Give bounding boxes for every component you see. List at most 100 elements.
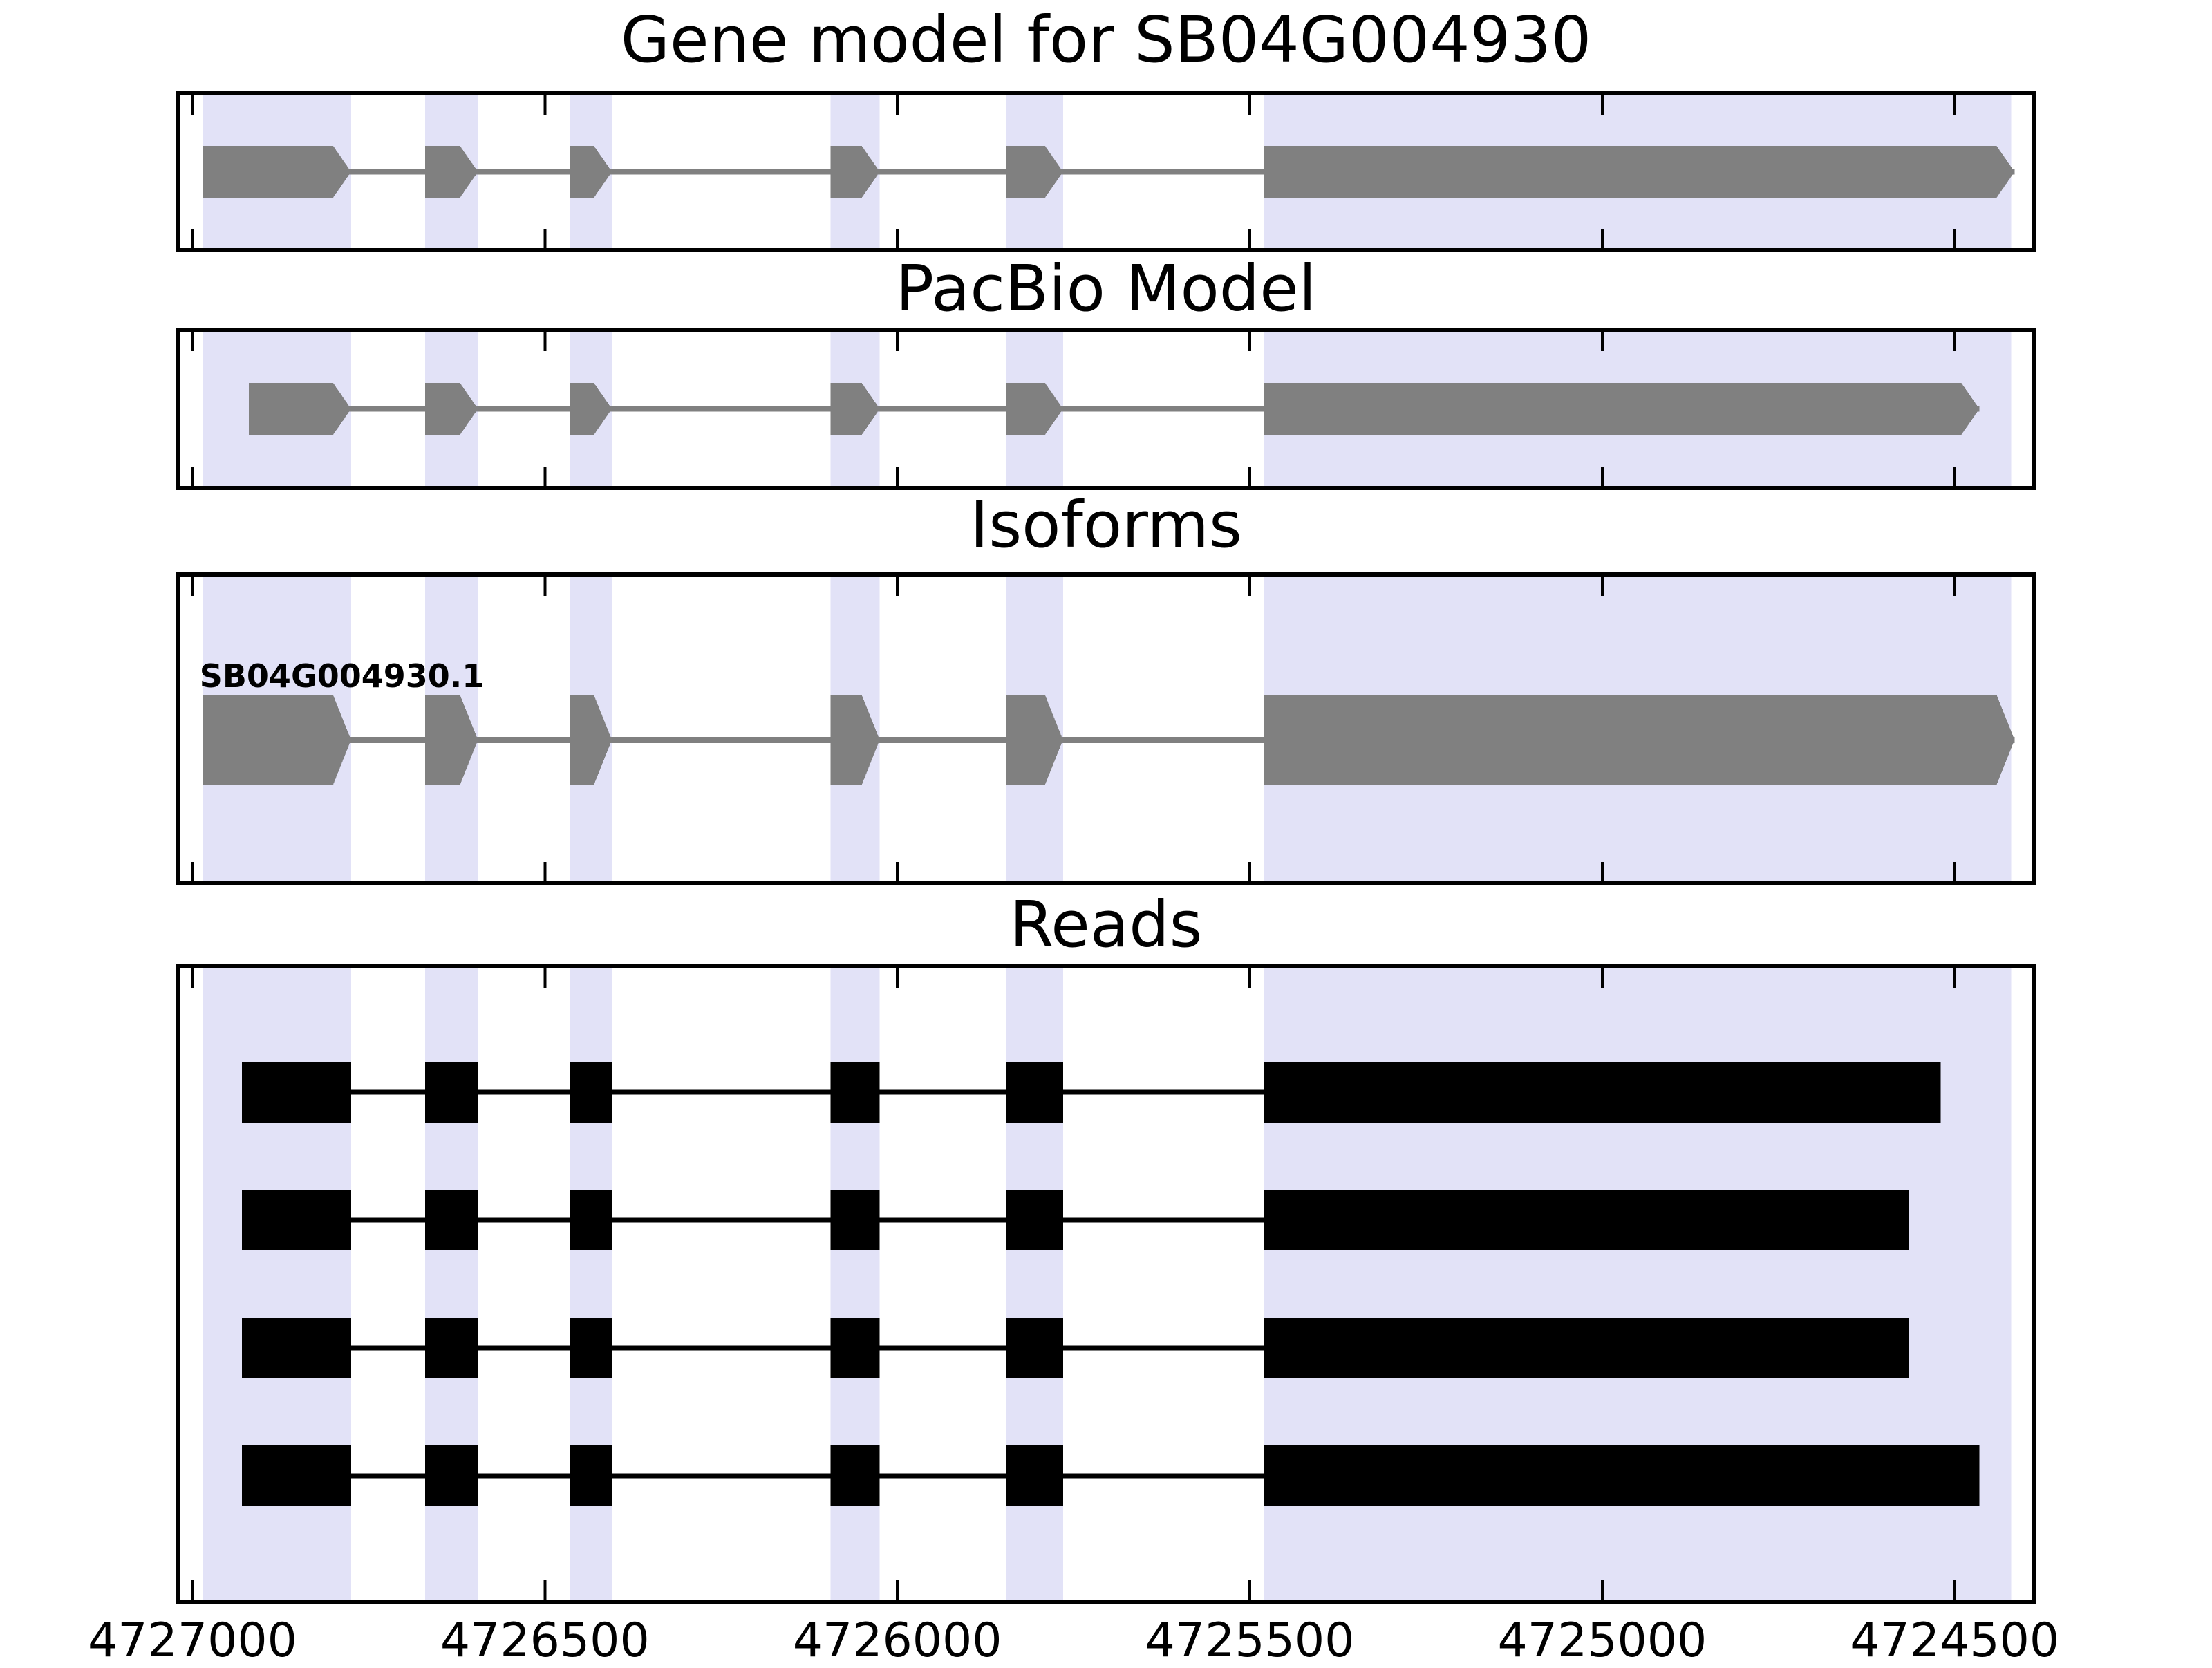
x-tick-label: 4726000	[792, 1613, 1002, 1668]
tick-mark	[1953, 229, 1956, 248]
intron-line	[241, 1473, 1980, 1479]
read-exon	[241, 1445, 351, 1506]
tick-mark	[1248, 95, 1252, 115]
read-exon	[1264, 1062, 1941, 1123]
panel-border	[176, 91, 2036, 252]
read-exon	[424, 1062, 478, 1123]
tick-mark	[1600, 332, 1604, 351]
tick-mark	[543, 577, 547, 596]
exon-shape	[203, 695, 351, 785]
tick-mark	[543, 229, 547, 248]
read-exon	[569, 1318, 612, 1378]
highlight-band	[830, 964, 880, 1604]
read-exon	[1264, 1445, 1980, 1506]
tick-mark	[1953, 862, 1956, 881]
exon-shape	[424, 383, 478, 435]
tick-mark	[1953, 332, 1956, 351]
read-exon	[830, 1318, 880, 1378]
x-tick-label: 4724500	[1850, 1613, 2060, 1668]
tick-mark	[1600, 1580, 1604, 1600]
read-exon	[424, 1445, 478, 1506]
panel-reads	[176, 964, 2036, 1604]
tick-mark	[1953, 1580, 1956, 1600]
highlight-band	[203, 964, 351, 1604]
panel-svg-pacbio-model	[176, 328, 2036, 490]
read-exon	[569, 1445, 612, 1506]
tick-mark	[896, 229, 899, 248]
x-tick-label: 4726500	[440, 1613, 650, 1668]
tick-mark	[1248, 229, 1252, 248]
intron-line	[241, 1217, 1909, 1223]
tick-mark	[191, 95, 194, 115]
tick-mark	[191, 1580, 194, 1600]
panel-title-reads: Reads	[1009, 888, 1203, 962]
tick-mark	[1600, 95, 1604, 115]
exon-shape	[424, 146, 478, 198]
exon-shape	[424, 695, 478, 785]
read-exon	[830, 1445, 880, 1506]
exon-shape	[1264, 695, 2015, 785]
panel-svg-isoforms	[176, 572, 2036, 885]
exon-shape	[830, 383, 880, 435]
exon-shape	[1264, 383, 1980, 435]
read-exon	[1006, 1445, 1063, 1506]
intron-line	[241, 1089, 1941, 1095]
highlight-band	[569, 964, 612, 1604]
exon-shape	[569, 695, 612, 785]
exon-shape	[830, 695, 880, 785]
tick-mark	[896, 577, 899, 596]
tick-mark	[543, 332, 547, 351]
tick-mark	[543, 862, 547, 881]
tick-mark	[543, 467, 547, 486]
tick-mark	[1600, 467, 1604, 486]
read-exon	[1264, 1190, 1909, 1250]
read-exon	[569, 1190, 612, 1250]
read-exon	[424, 1318, 478, 1378]
read-exon	[424, 1190, 478, 1250]
tick-mark	[1953, 968, 1956, 988]
panel-pacbio-model	[176, 328, 2036, 490]
panel-isoforms	[176, 572, 2036, 885]
read-exon	[1006, 1318, 1063, 1378]
tick-mark	[1248, 577, 1252, 596]
tick-mark	[543, 1580, 547, 1600]
read-exon	[1264, 1318, 1909, 1378]
read-exon	[1006, 1062, 1063, 1123]
x-tick-label: 4725500	[1145, 1613, 1355, 1668]
tick-mark	[543, 95, 547, 115]
tick-mark	[1600, 229, 1604, 248]
intron-line	[203, 169, 2015, 175]
highlight-band	[424, 964, 478, 1604]
exon-shape	[249, 383, 351, 435]
read-exon	[830, 1062, 880, 1123]
read-exon	[1006, 1190, 1063, 1250]
panel-title-gene-model: Gene model for SB04G004930	[620, 3, 1592, 77]
isoform-label: SB04G004930.1	[199, 657, 485, 695]
tick-mark	[1248, 467, 1252, 486]
tick-mark	[191, 862, 194, 881]
tick-mark	[896, 862, 899, 881]
intron-line	[203, 736, 2015, 743]
tick-mark	[896, 467, 899, 486]
read-exon	[241, 1318, 351, 1378]
tick-mark	[191, 467, 194, 486]
tick-mark	[1600, 862, 1604, 881]
panel-title-isoforms: Isoforms	[970, 488, 1242, 562]
panel-svg-gene-model	[176, 91, 2036, 252]
panel-svg-reads	[176, 964, 2036, 1604]
tick-mark	[191, 577, 194, 596]
tick-mark	[1248, 1580, 1252, 1600]
panel-border	[176, 572, 2036, 885]
read-exon	[830, 1190, 880, 1250]
tick-mark	[543, 968, 547, 988]
exon-shape	[1006, 695, 1063, 785]
tick-mark	[1600, 968, 1604, 988]
exon-shape	[569, 383, 612, 435]
exon-shape	[1006, 383, 1063, 435]
tick-mark	[896, 968, 899, 988]
tick-mark	[191, 968, 194, 988]
intron-line	[241, 1345, 1909, 1351]
x-tick-label: 4727000	[88, 1613, 297, 1668]
read-exon	[241, 1062, 351, 1123]
highlight-band	[1006, 964, 1063, 1604]
